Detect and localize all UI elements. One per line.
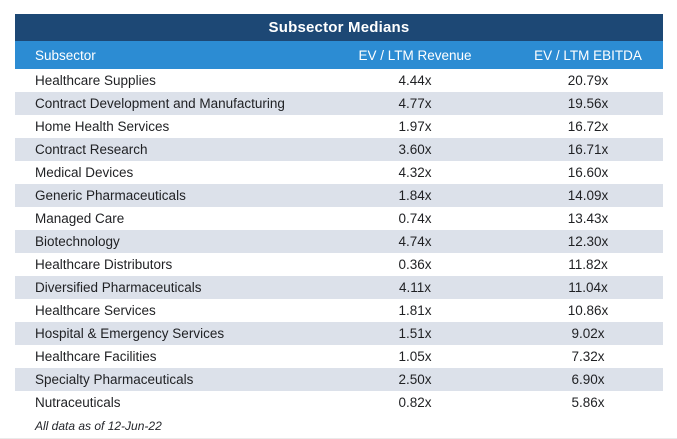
table-row: Healthcare Facilities 1.05x 7.32x <box>15 345 663 368</box>
ev-ltm-ebitda-cell: 6.90x <box>571 372 605 387</box>
subsector-cell: Managed Care <box>35 211 125 226</box>
ev-ltm-ebitda-cell: 10.86x <box>567 303 609 318</box>
table-row: Healthcare Distributors 0.36x 11.82x <box>15 253 663 276</box>
table-row: Nutraceuticals 0.82x 5.86x <box>15 391 663 414</box>
table-row: Contract Research 3.60x 16.71x <box>15 138 663 161</box>
ev-ltm-ebitda-cell: 13.43x <box>567 211 609 226</box>
ev-ltm-ebitda-cell: 16.71x <box>567 142 609 157</box>
data-as-of-footnote: All data as of 12-Jun-22 <box>35 419 162 433</box>
ev-ltm-revenue-cell: 1.84x <box>398 188 432 203</box>
ev-ltm-revenue-cell: 0.36x <box>398 257 432 272</box>
table-row: Hospital & Emergency Services 1.51x 9.02… <box>15 322 663 345</box>
ev-ltm-revenue-cell: 1.51x <box>398 326 432 341</box>
subsector-cell: Diversified Pharmaceuticals <box>35 280 202 295</box>
subsector-cell: Hospital & Emergency Services <box>35 326 225 341</box>
table-title: Subsector Medians <box>268 19 410 36</box>
subsector-cell: Home Health Services <box>35 119 170 134</box>
table-title-bar: Subsector Medians <box>15 14 663 41</box>
table-row: Contract Development and Manufacturing 4… <box>15 92 663 115</box>
subsector-cell: Biotechnology <box>35 234 120 249</box>
ev-ltm-ebitda-cell: 16.60x <box>567 165 609 180</box>
ev-ltm-revenue-cell: 4.44x <box>398 73 432 88</box>
ev-ltm-revenue-cell: 4.32x <box>398 165 432 180</box>
table-row: Medical Devices 4.32x 16.60x <box>15 161 663 184</box>
table-row: Generic Pharmaceuticals 1.84x 14.09x <box>15 184 663 207</box>
ev-ltm-revenue-cell: 1.97x <box>398 119 432 134</box>
ev-ltm-ebitda-cell: 11.82x <box>568 257 608 272</box>
subsector-medians-card: Subsector Medians Subsector EV / LTM Rev… <box>15 14 663 437</box>
ev-ltm-revenue-cell: 4.74x <box>398 234 432 249</box>
subsector-cell: Healthcare Distributors <box>35 257 173 272</box>
ev-ltm-revenue-cell: 4.77x <box>398 96 432 111</box>
subsector-cell: Contract Development and Manufacturing <box>35 96 285 111</box>
column-header-ev-ltm-revenue: EV / LTM Revenue <box>317 41 513 69</box>
table-row: Home Health Services 1.97x 16.72x <box>15 115 663 138</box>
ev-ltm-revenue-cell: 2.50x <box>398 372 432 387</box>
subsector-cell: Specialty Pharmaceuticals <box>35 372 194 387</box>
ev-ltm-ebitda-cell: 19.56x <box>567 96 609 111</box>
subsector-cell: Medical Devices <box>35 165 134 180</box>
ev-ltm-revenue-cell: 1.05x <box>398 349 432 364</box>
table-row: Healthcare Services 1.81x 10.86x <box>15 299 663 322</box>
ev-ltm-revenue-cell: 0.82x <box>398 395 432 410</box>
header-row: Subsector EV / LTM Revenue EV / LTM EBIT… <box>15 41 663 69</box>
column-header-ev-ltm-ebitda: EV / LTM EBITDA <box>513 41 663 69</box>
ev-ltm-revenue-cell: 3.60x <box>398 142 432 157</box>
subsector-cell: Generic Pharmaceuticals <box>35 188 186 203</box>
subsector-cell: Healthcare Supplies <box>35 73 156 88</box>
table-row: Healthcare Supplies 4.44x 20.79x <box>15 69 663 92</box>
subsector-cell: Nutraceuticals <box>35 395 121 410</box>
subsector-cell: Contract Research <box>35 142 148 157</box>
subsector-cell: Healthcare Services <box>35 303 156 318</box>
ev-ltm-ebitda-cell: 7.32x <box>571 349 605 364</box>
table-row: Specialty Pharmaceuticals 2.50x 6.90x <box>15 368 663 391</box>
table-row: Managed Care 0.74x 13.43x <box>15 207 663 230</box>
ev-ltm-revenue-cell: 0.74x <box>398 211 432 226</box>
ev-ltm-revenue-cell: 4.11x <box>398 280 432 295</box>
column-header-subsector: Subsector <box>15 41 317 69</box>
subsector-medians-table: Subsector EV / LTM Revenue EV / LTM EBIT… <box>15 41 663 414</box>
table-row: Biotechnology 4.74x 12.30x <box>15 230 663 253</box>
ev-ltm-ebitda-cell: 5.86x <box>571 395 605 410</box>
table-row: Diversified Pharmaceuticals 4.11x 11.04x <box>15 276 663 299</box>
subsector-cell: Healthcare Facilities <box>35 349 157 364</box>
ev-ltm-ebitda-cell: 12.30x <box>567 234 609 249</box>
ev-ltm-revenue-cell: 1.81x <box>398 303 432 318</box>
ev-ltm-ebitda-cell: 14.09x <box>567 188 609 203</box>
ev-ltm-ebitda-cell: 20.79x <box>567 73 609 88</box>
ev-ltm-ebitda-cell: 11.04x <box>568 280 608 295</box>
ev-ltm-ebitda-cell: 16.72x <box>567 119 609 134</box>
ev-ltm-ebitda-cell: 9.02x <box>571 326 605 341</box>
